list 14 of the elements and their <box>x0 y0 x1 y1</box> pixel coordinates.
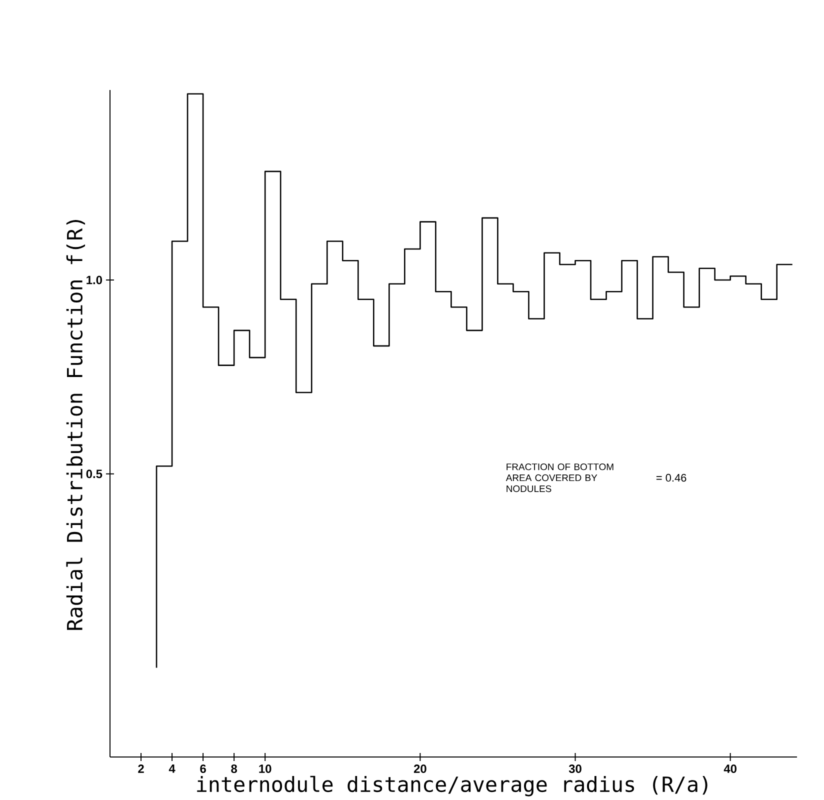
annotation: = 0.46 <box>656 474 686 482</box>
x-tick-label: 10 <box>259 764 272 774</box>
y-tick-label: 1.0 <box>86 276 102 284</box>
x-axis-title: internodule distance/average radius (R/a) <box>197 776 708 797</box>
y-axis-title: Radial Distribution Function f(R) <box>66 220 86 630</box>
annotation: FRACTION OF BOTTOM AREA COVERED BY NODULES <box>506 464 614 492</box>
x-tick-label: 20 <box>414 764 426 774</box>
x-tick-label: 8 <box>231 764 238 774</box>
x-tick-label: 6 <box>200 764 206 774</box>
x-tick-label: 4 <box>168 764 176 773</box>
x-tick-label: 30 <box>568 764 582 774</box>
x-tick-label: 40 <box>724 764 736 774</box>
x-tick-label: 2 <box>138 764 144 774</box>
y-tick-label: 0.5 <box>86 470 102 478</box>
